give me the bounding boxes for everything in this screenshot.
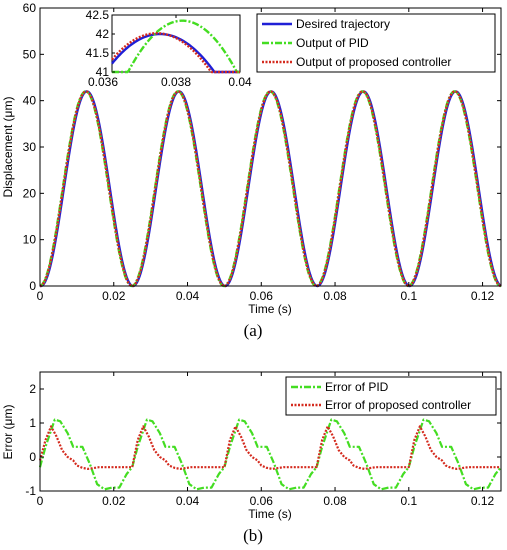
panel-b-ytick-label: 0 (29, 450, 36, 464)
panel-b-axes-frame (39, 371, 502, 492)
panel-b-xtick-label: 0.02 (102, 494, 126, 508)
panel-b-xtick-label: 0.06 (250, 494, 274, 508)
panel-b-ylabel: Error (μm) (1, 405, 15, 460)
panel-a-xtick-label: 0.02 (102, 289, 126, 303)
panel-b-legend: Error of PID Error of proposed controlle… (285, 376, 497, 416)
panel-a-ytick-label: 40 (23, 94, 37, 108)
inset-ytick-label: 42 (96, 27, 110, 41)
panel-a-legend-box (256, 13, 496, 73)
panel-a-xlabel: Time (s) (248, 302, 292, 316)
panel-b-xtick-label: 0.08 (323, 494, 347, 508)
inset-ticks: 0.036 0.038 0.04 41 41.5 42 42.5 (86, 8, 252, 89)
panel-a-xtick-label: 0.08 (323, 289, 347, 303)
series-line-2 (39, 90, 502, 288)
panel-a-xtick-label: 0 (37, 289, 44, 303)
inset-xtick-label: 0.04 (228, 75, 252, 89)
panel-a-xtick-label: 0.06 (250, 289, 274, 303)
panel-a: 0 0.02 0.04 0.06 0.08 0.1 0.12 0 10 20 30 40 50 60 Ti… (1, 1, 502, 340)
legend-label-pid: Output of PID (296, 36, 369, 50)
panel-a-ylabel: Displacement (μm) (1, 97, 15, 198)
inset-xtick-label: 0.038 (161, 75, 191, 89)
panel-a-ytick-label: 0 (29, 279, 36, 293)
panel-b-ytick-label: 1 (29, 416, 36, 430)
inset-series-line-2 (111, 32, 240, 74)
panel-a-xtick-label: 0.1 (400, 289, 417, 303)
inset-ytick-label: 41 (96, 65, 110, 79)
panel-a-ytick-label: 10 (23, 233, 37, 247)
legend-label-desired: Desired trajectory (296, 17, 390, 31)
inset: 0.036 0.038 0.04 41 41.5 42 42.5 (86, 8, 252, 89)
inset-plot-area (111, 19, 240, 74)
error-series-line-1 (38, 425, 501, 470)
panel-a-ytick-label: 20 (23, 186, 37, 200)
legend-label-error-proposed: Error of proposed controller (325, 398, 471, 412)
panel-b-legend-box (285, 376, 497, 416)
panel-b-ytick-label: 2 (29, 382, 36, 396)
panel-a-label: (a) (244, 321, 263, 340)
panel-b-xtick-label: 0.12 (471, 494, 495, 508)
panel-a-ytick-label: 50 (23, 47, 37, 61)
error-series-line-0 (38, 418, 502, 491)
inset-ytick-label: 42.5 (86, 8, 110, 22)
panel-b-xtick-label: 0 (37, 494, 44, 508)
panel-b-xtick-label: 0.1 (400, 494, 417, 508)
panel-a-plot-area (39, 90, 502, 288)
legend-label-error-pid: Error of PID (325, 380, 389, 394)
inset-ytick-label: 41.5 (86, 46, 110, 60)
panel-a-legend: Desired trajectory Output of PID Output … (256, 13, 496, 73)
inset-series-line-1 (112, 19, 240, 74)
panel-a-xtick-label: 0.04 (176, 289, 200, 303)
panel-a-ytick-label: 60 (23, 1, 37, 15)
panel-a-ytick-label: 30 (23, 140, 37, 154)
panel-a-xtick-label: 0.12 (471, 289, 495, 303)
legend-label-proposed: Output of proposed controller (296, 55, 451, 69)
panel-b-ytick-label: -1 (25, 484, 36, 498)
panel-b-xtick-label: 0.04 (176, 494, 200, 508)
panel-b-xlabel: Time (s) (248, 507, 292, 521)
inset-xtick-label: 0.036 (88, 75, 118, 89)
panel-a-ticks: 0 0.02 0.04 0.06 0.08 0.1 0.12 0 10 20 30 40 50 60 (23, 1, 501, 303)
panel-b-label: (b) (243, 526, 263, 545)
panel-b-plot-area (38, 418, 502, 491)
